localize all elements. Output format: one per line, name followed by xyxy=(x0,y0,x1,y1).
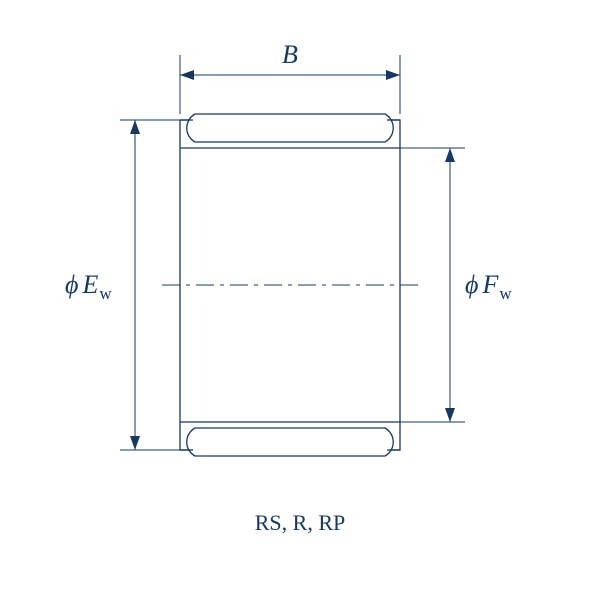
dim-b-label: B xyxy=(282,40,298,69)
series-label: RS, R, RP xyxy=(255,510,346,535)
dim-fw-label: ϕFw xyxy=(465,270,512,303)
roller-top xyxy=(187,114,394,142)
dim-ew-label: ϕEw xyxy=(65,270,112,303)
roller-bottom xyxy=(187,428,394,456)
